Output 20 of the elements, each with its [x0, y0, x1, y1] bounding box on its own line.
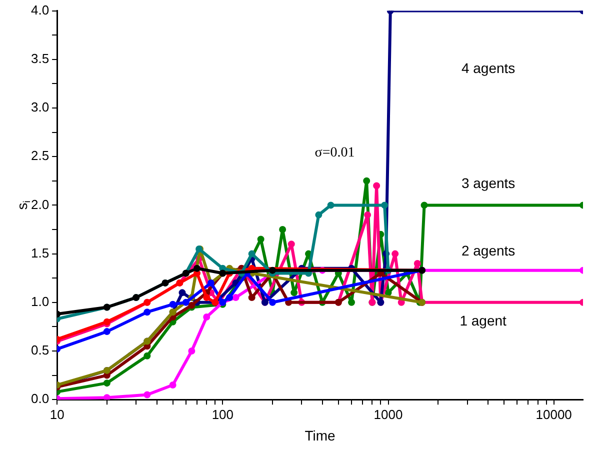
y-axis-title: si	[14, 200, 33, 210]
x-tick-label: 10000	[536, 406, 572, 422]
annotation: 3 agents	[461, 175, 516, 192]
x-tick-label: 10	[50, 406, 64, 422]
y-tick-label: 3.0	[30, 100, 50, 115]
x-tick-label: 1000	[374, 406, 403, 422]
y-tick-label: 0.5	[30, 342, 50, 358]
y-tick-label: 0.0	[30, 391, 50, 406]
annotation: σ=0.01	[314, 145, 355, 160]
y-tick-label: 2.0	[30, 196, 50, 212]
y-tick-label: 2.5	[30, 148, 50, 164]
annotation: 1 agent	[460, 312, 507, 329]
y-tick-label: 4.0	[30, 2, 50, 18]
y-tick-label: 1.5	[30, 245, 50, 260]
annotation: 4 agents	[461, 60, 516, 76]
x-axis-title: Time	[304, 427, 336, 444]
y-tick-label: 3.5	[30, 50, 50, 66]
x-tick-label: 100	[212, 406, 234, 422]
y-tick-label: 1.0	[30, 294, 50, 309]
annotation: 2 agents	[461, 242, 516, 259]
